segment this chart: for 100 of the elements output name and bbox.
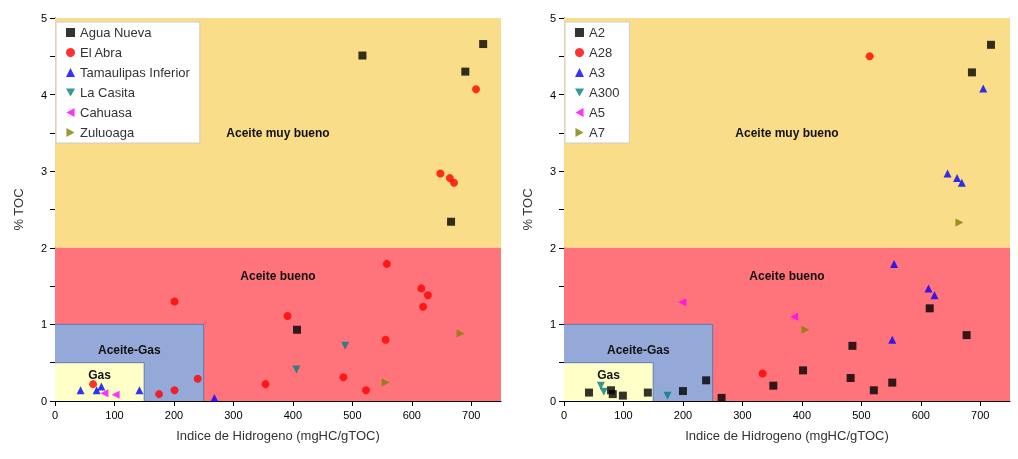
point — [799, 366, 808, 375]
x-tick-label: 100 — [614, 408, 633, 421]
point — [362, 386, 371, 395]
x-tick-label: 200 — [164, 408, 184, 421]
point — [339, 373, 348, 382]
point — [472, 85, 481, 94]
y-tick-label: 1 — [40, 318, 47, 331]
point — [89, 380, 98, 389]
x-tick-label: 700 — [971, 408, 990, 421]
point — [801, 325, 810, 334]
point — [848, 341, 857, 350]
band-label: Aceite muy bueno — [226, 125, 330, 140]
x-tick-label: 100 — [105, 408, 124, 421]
point — [962, 331, 971, 340]
legend-label: Tamaulipas Inferior — [80, 65, 191, 80]
point — [957, 178, 966, 187]
point — [193, 374, 202, 383]
x-tick-label: 700 — [462, 408, 481, 421]
y-tick-label: 2 — [549, 241, 556, 254]
point — [924, 284, 933, 293]
point — [76, 386, 85, 395]
legend-label: A5 — [589, 105, 605, 120]
point — [170, 386, 179, 395]
point — [888, 335, 897, 344]
point — [283, 311, 292, 320]
point — [445, 174, 454, 183]
x-tick-label: 600 — [402, 408, 421, 421]
x-tick-label: 0 — [560, 408, 568, 421]
point — [479, 40, 488, 49]
x-tick-label: 300 — [733, 408, 752, 421]
point — [382, 259, 391, 268]
x-tick-label: 400 — [792, 408, 812, 421]
x-axis-title: Indice de Hidrogeno (mgHC/gTOC) — [176, 428, 380, 443]
point — [865, 52, 874, 61]
legend-label: Agua Nueva — [80, 25, 153, 40]
series-label: Gas — [597, 368, 621, 383]
y-tick-label: 1 — [549, 318, 556, 331]
series-label: Gas — [88, 368, 112, 383]
y-tick-label: 0 — [549, 395, 556, 407]
band-label: Aceite muy bueno — [735, 125, 839, 140]
point — [953, 174, 962, 183]
band-label: Aceite bueno — [749, 268, 825, 283]
point — [450, 178, 459, 187]
point — [111, 390, 120, 399]
point — [888, 378, 897, 387]
point — [417, 284, 426, 293]
legend-label: A3 — [589, 65, 605, 80]
point — [663, 391, 672, 400]
point — [846, 374, 855, 383]
x-tick-label: 600 — [911, 408, 930, 421]
y-tick-label: 3 — [40, 165, 47, 178]
legend-label: El Abra — [80, 45, 123, 60]
point — [925, 304, 934, 313]
y-tick-label: 3 — [549, 165, 556, 178]
point — [930, 291, 939, 300]
point — [584, 388, 593, 397]
x-tick-label: 300 — [224, 408, 243, 421]
legend-label: A2 — [589, 25, 605, 40]
y-tick-label: 5 — [549, 12, 556, 24]
legend-label: Zuluoaga — [80, 125, 135, 140]
point — [702, 376, 711, 385]
point — [436, 169, 445, 178]
legend-label: A28 — [589, 45, 613, 60]
point — [967, 68, 976, 77]
point — [869, 386, 878, 395]
point — [293, 325, 302, 334]
point — [447, 217, 456, 226]
point — [717, 393, 726, 402]
point — [986, 40, 995, 49]
y-tick-label: 4 — [40, 88, 47, 101]
legend-label: Cahuasa — [80, 105, 133, 120]
y-tick-label: 2 — [40, 241, 47, 254]
y-tick-label: 5 — [40, 12, 47, 24]
point — [210, 393, 219, 402]
band-label: Aceite bueno — [240, 268, 316, 283]
series-label: Aceite-Gas — [97, 342, 161, 357]
point — [419, 302, 428, 311]
point — [608, 390, 617, 399]
point — [955, 218, 964, 227]
x-tick-label: 400 — [283, 408, 303, 421]
legend-label: A300 — [589, 85, 620, 100]
point — [618, 391, 627, 400]
point — [461, 67, 470, 76]
y-axis-title: % TOC — [11, 188, 26, 231]
x-axis-title: Indice de Hidrogeno (mgHC/gTOC) — [685, 428, 889, 443]
point — [678, 387, 687, 396]
point — [135, 386, 144, 395]
x-tick-label: 0 — [51, 408, 59, 421]
point — [381, 335, 390, 344]
x-tick-label: 500 — [852, 408, 871, 421]
point — [170, 297, 179, 306]
y-axis-title: % TOC — [520, 188, 535, 231]
series-label: Aceite-Gas — [606, 342, 670, 357]
y-tick-label: 0 — [40, 395, 47, 407]
point — [643, 388, 652, 397]
point — [155, 390, 164, 399]
point — [261, 380, 270, 389]
x-tick-label: 500 — [343, 408, 362, 421]
point — [769, 381, 778, 390]
point — [890, 259, 899, 268]
